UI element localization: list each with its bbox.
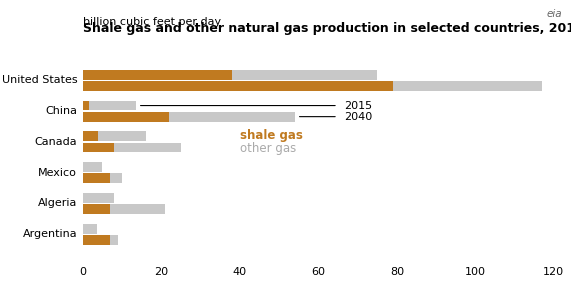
Bar <box>83 162 102 172</box>
Bar <box>83 173 110 183</box>
Bar <box>83 204 110 214</box>
Text: eia: eia <box>547 9 562 19</box>
Bar <box>232 70 377 80</box>
Bar <box>83 193 114 203</box>
Text: shale gas: shale gas <box>240 129 303 142</box>
Bar <box>83 142 114 152</box>
Bar <box>83 224 96 234</box>
Bar <box>83 235 110 245</box>
Bar <box>169 112 295 122</box>
Text: Shale gas and other natural gas production in selected countries, 2015 and 2040: Shale gas and other natural gas producti… <box>83 22 571 35</box>
Bar <box>110 204 165 214</box>
Bar <box>393 81 542 91</box>
Text: 2040: 2040 <box>344 112 372 122</box>
Bar <box>83 132 98 141</box>
Bar <box>114 142 181 152</box>
Text: billion cubic feet per day: billion cubic feet per day <box>83 17 221 27</box>
Text: other gas: other gas <box>240 142 296 154</box>
Bar <box>98 132 146 141</box>
Bar <box>110 173 122 183</box>
Bar <box>110 235 118 245</box>
Bar <box>89 101 136 110</box>
Bar <box>83 112 169 122</box>
Text: 2015: 2015 <box>344 101 372 111</box>
Bar <box>83 70 232 80</box>
Bar <box>83 81 393 91</box>
Bar <box>83 101 89 110</box>
